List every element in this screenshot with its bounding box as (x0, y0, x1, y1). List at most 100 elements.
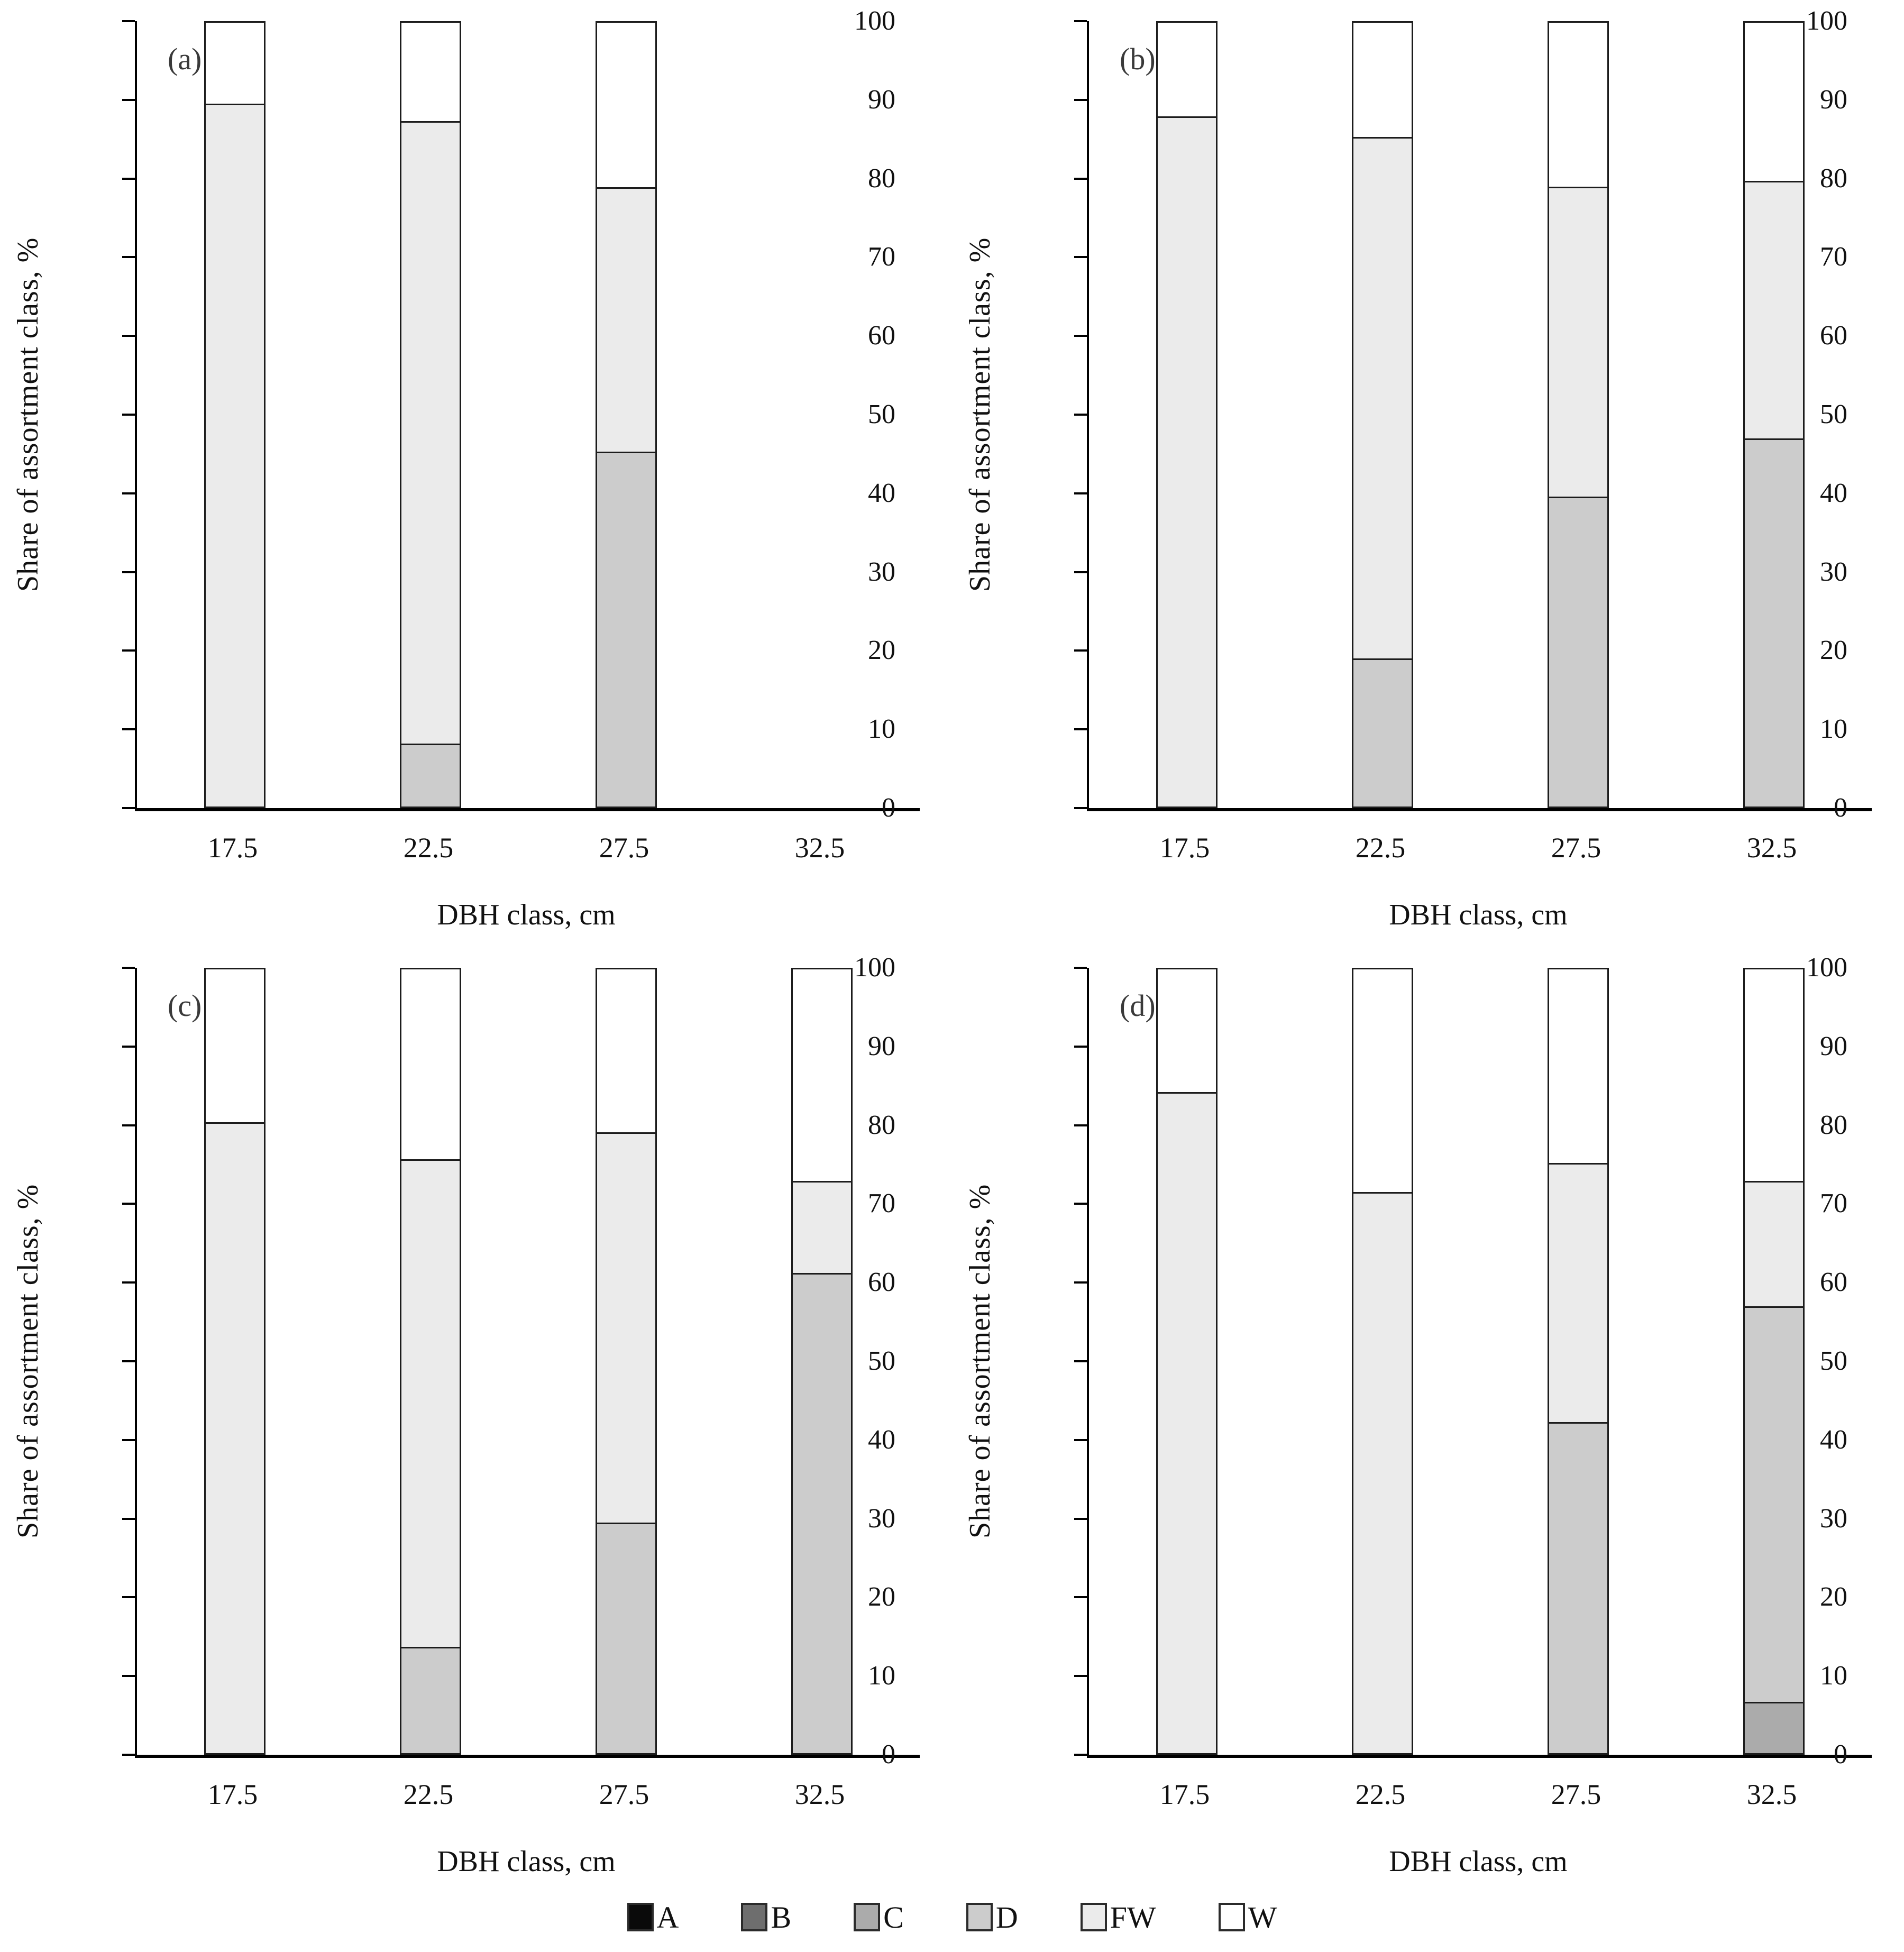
y-tick-30 (1074, 571, 1087, 573)
x-axis-tick-labels: 17.5 22.5 27.5 32.5 (135, 831, 918, 864)
segment-FW-22.5 (400, 1159, 461, 1647)
x-tick-label-17.5: 17.5 (207, 832, 258, 864)
bar-slot-17.5 (137, 968, 333, 1755)
x-tick-label-17.5: 17.5 (207, 1779, 258, 1810)
y-tick-label-30: 30 (868, 1503, 895, 1534)
segment-FW-22.5 (1352, 136, 1413, 659)
segment-D-32.5 (791, 1273, 853, 1755)
bar-slot-22.5 (333, 21, 528, 808)
y-tick-20 (122, 649, 135, 652)
legend-item-B: B (741, 1900, 791, 1935)
y-tick-100 (1074, 20, 1087, 22)
bar-slot-17.5 (1089, 21, 1285, 808)
bars (137, 21, 920, 808)
panel-c: Share of assortment class, % (c) 0 10 20 30… (0, 947, 952, 1893)
panel-label: (c) (168, 988, 202, 1023)
legend-item-A: A (627, 1900, 679, 1935)
y-tick-20 (1074, 1596, 1087, 1599)
y-tick-label-30: 30 (1820, 556, 1847, 587)
y-tick-label-60: 60 (868, 1267, 895, 1298)
segment-FW-32.5 (1743, 1181, 1805, 1306)
segment-D-22.5 (400, 743, 461, 808)
y-tick-label-70: 70 (868, 242, 895, 272)
legend-label-D: D (995, 1900, 1018, 1935)
y-tick-50 (122, 1360, 135, 1362)
plot-area: (c) 0 10 20 30 40 50 60 70 80 90 100 (122, 954, 920, 1768)
y-tick-label-90: 90 (1820, 84, 1847, 115)
y-tick-70 (122, 1203, 135, 1205)
legend-swatch-A (627, 1903, 654, 1931)
plot-area: (a) 0 10 20 30 40 50 60 70 80 90 100 (122, 7, 920, 822)
segment-W-32.5 (1743, 21, 1805, 181)
stacked-bar-27.5 (1548, 968, 1609, 1755)
legend-swatch-D (966, 1903, 993, 1931)
segment-FW-32.5 (1743, 181, 1805, 438)
y-tick-label-90: 90 (868, 1031, 895, 1061)
y-tick-90 (122, 98, 135, 101)
segment-W-22.5 (400, 21, 461, 121)
x-tick-label-32.5: 32.5 (1746, 1779, 1797, 1810)
y-tick-label-80: 80 (1820, 1110, 1847, 1140)
legend: A B C D FW W (0, 1891, 1904, 1944)
segment-FW-17.5 (1156, 1092, 1218, 1755)
segment-W-27.5 (1548, 21, 1609, 187)
y-tick-60 (1074, 335, 1087, 337)
y-tick-label-90: 90 (1820, 1031, 1847, 1061)
bars (1089, 21, 1872, 808)
legend-label-A: A (656, 1900, 679, 1935)
segment-W-17.5 (1156, 21, 1218, 117)
legend-item-D: D (966, 1900, 1018, 1935)
y-tick-40 (1074, 492, 1087, 494)
y-tick-label-0: 0 (882, 793, 895, 823)
y-tick-label-100: 100 (854, 6, 895, 36)
x-tick-label-32.5: 32.5 (1746, 832, 1797, 864)
segment-W-27.5 (596, 21, 657, 187)
segment-C-32.5 (1743, 1702, 1805, 1755)
segment-W-22.5 (400, 968, 461, 1159)
y-tick-80 (122, 1124, 135, 1126)
x-axis-title: DBH class, cm (437, 899, 616, 931)
segment-W-27.5 (596, 968, 657, 1132)
y-tick-label-0: 0 (882, 1739, 895, 1770)
bar-slot-27.5 (528, 968, 724, 1755)
y-tick-20 (1074, 649, 1087, 652)
legend-swatch-FW (1080, 1903, 1107, 1931)
y-tick-label-50: 50 (868, 399, 895, 429)
y-tick-label-30: 30 (868, 556, 895, 587)
bar-slot-17.5 (137, 21, 333, 808)
x-tick-label-17.5: 17.5 (1159, 1779, 1210, 1810)
segment-FW-27.5 (1548, 1163, 1609, 1422)
y-tick-label-60: 60 (1820, 1267, 1847, 1298)
stacked-bar-32.5 (791, 968, 853, 1755)
x-tick-label-27.5: 27.5 (599, 832, 649, 864)
y-tick-50 (1074, 1360, 1087, 1362)
y-tick-60 (122, 335, 135, 337)
y-tick-80 (122, 177, 135, 180)
stacked-bar-17.5 (1156, 21, 1218, 808)
y-tick-label-0: 0 (1834, 1739, 1847, 1770)
bar-slot-22.5 (333, 968, 528, 1755)
y-tick-label-60: 60 (1820, 320, 1847, 351)
stacked-bar-27.5 (1548, 21, 1609, 808)
y-tick-70 (1074, 256, 1087, 259)
y-tick-label-100: 100 (854, 952, 895, 983)
y-tick-label-20: 20 (1820, 1582, 1847, 1612)
segment-FW-17.5 (204, 1122, 266, 1755)
x-tick-label-27.5: 27.5 (1551, 832, 1601, 864)
y-tick-10 (122, 728, 135, 731)
x-axis-tick-labels: 17.5 22.5 27.5 32.5 (1087, 1778, 1870, 1811)
segment-FW-17.5 (1156, 116, 1218, 808)
y-tick-label-20: 20 (868, 635, 895, 666)
y-tick-label-10: 10 (868, 1661, 895, 1691)
y-tick-30 (122, 1517, 135, 1520)
panel-grid: Share of assortment class, % (a) 0 10 20 30… (0, 7, 1872, 1893)
y-tick-50 (1074, 414, 1087, 416)
y-tick-0 (1074, 807, 1087, 809)
stacked-bar-32.5 (1743, 968, 1805, 1755)
x-tick-label-22.5: 22.5 (1355, 1779, 1406, 1810)
legend-label-B: B (771, 1900, 792, 1935)
y-tick-100 (122, 967, 135, 969)
segment-D-32.5 (1743, 438, 1805, 808)
panel-label: (a) (168, 42, 202, 76)
bars (137, 968, 920, 1755)
